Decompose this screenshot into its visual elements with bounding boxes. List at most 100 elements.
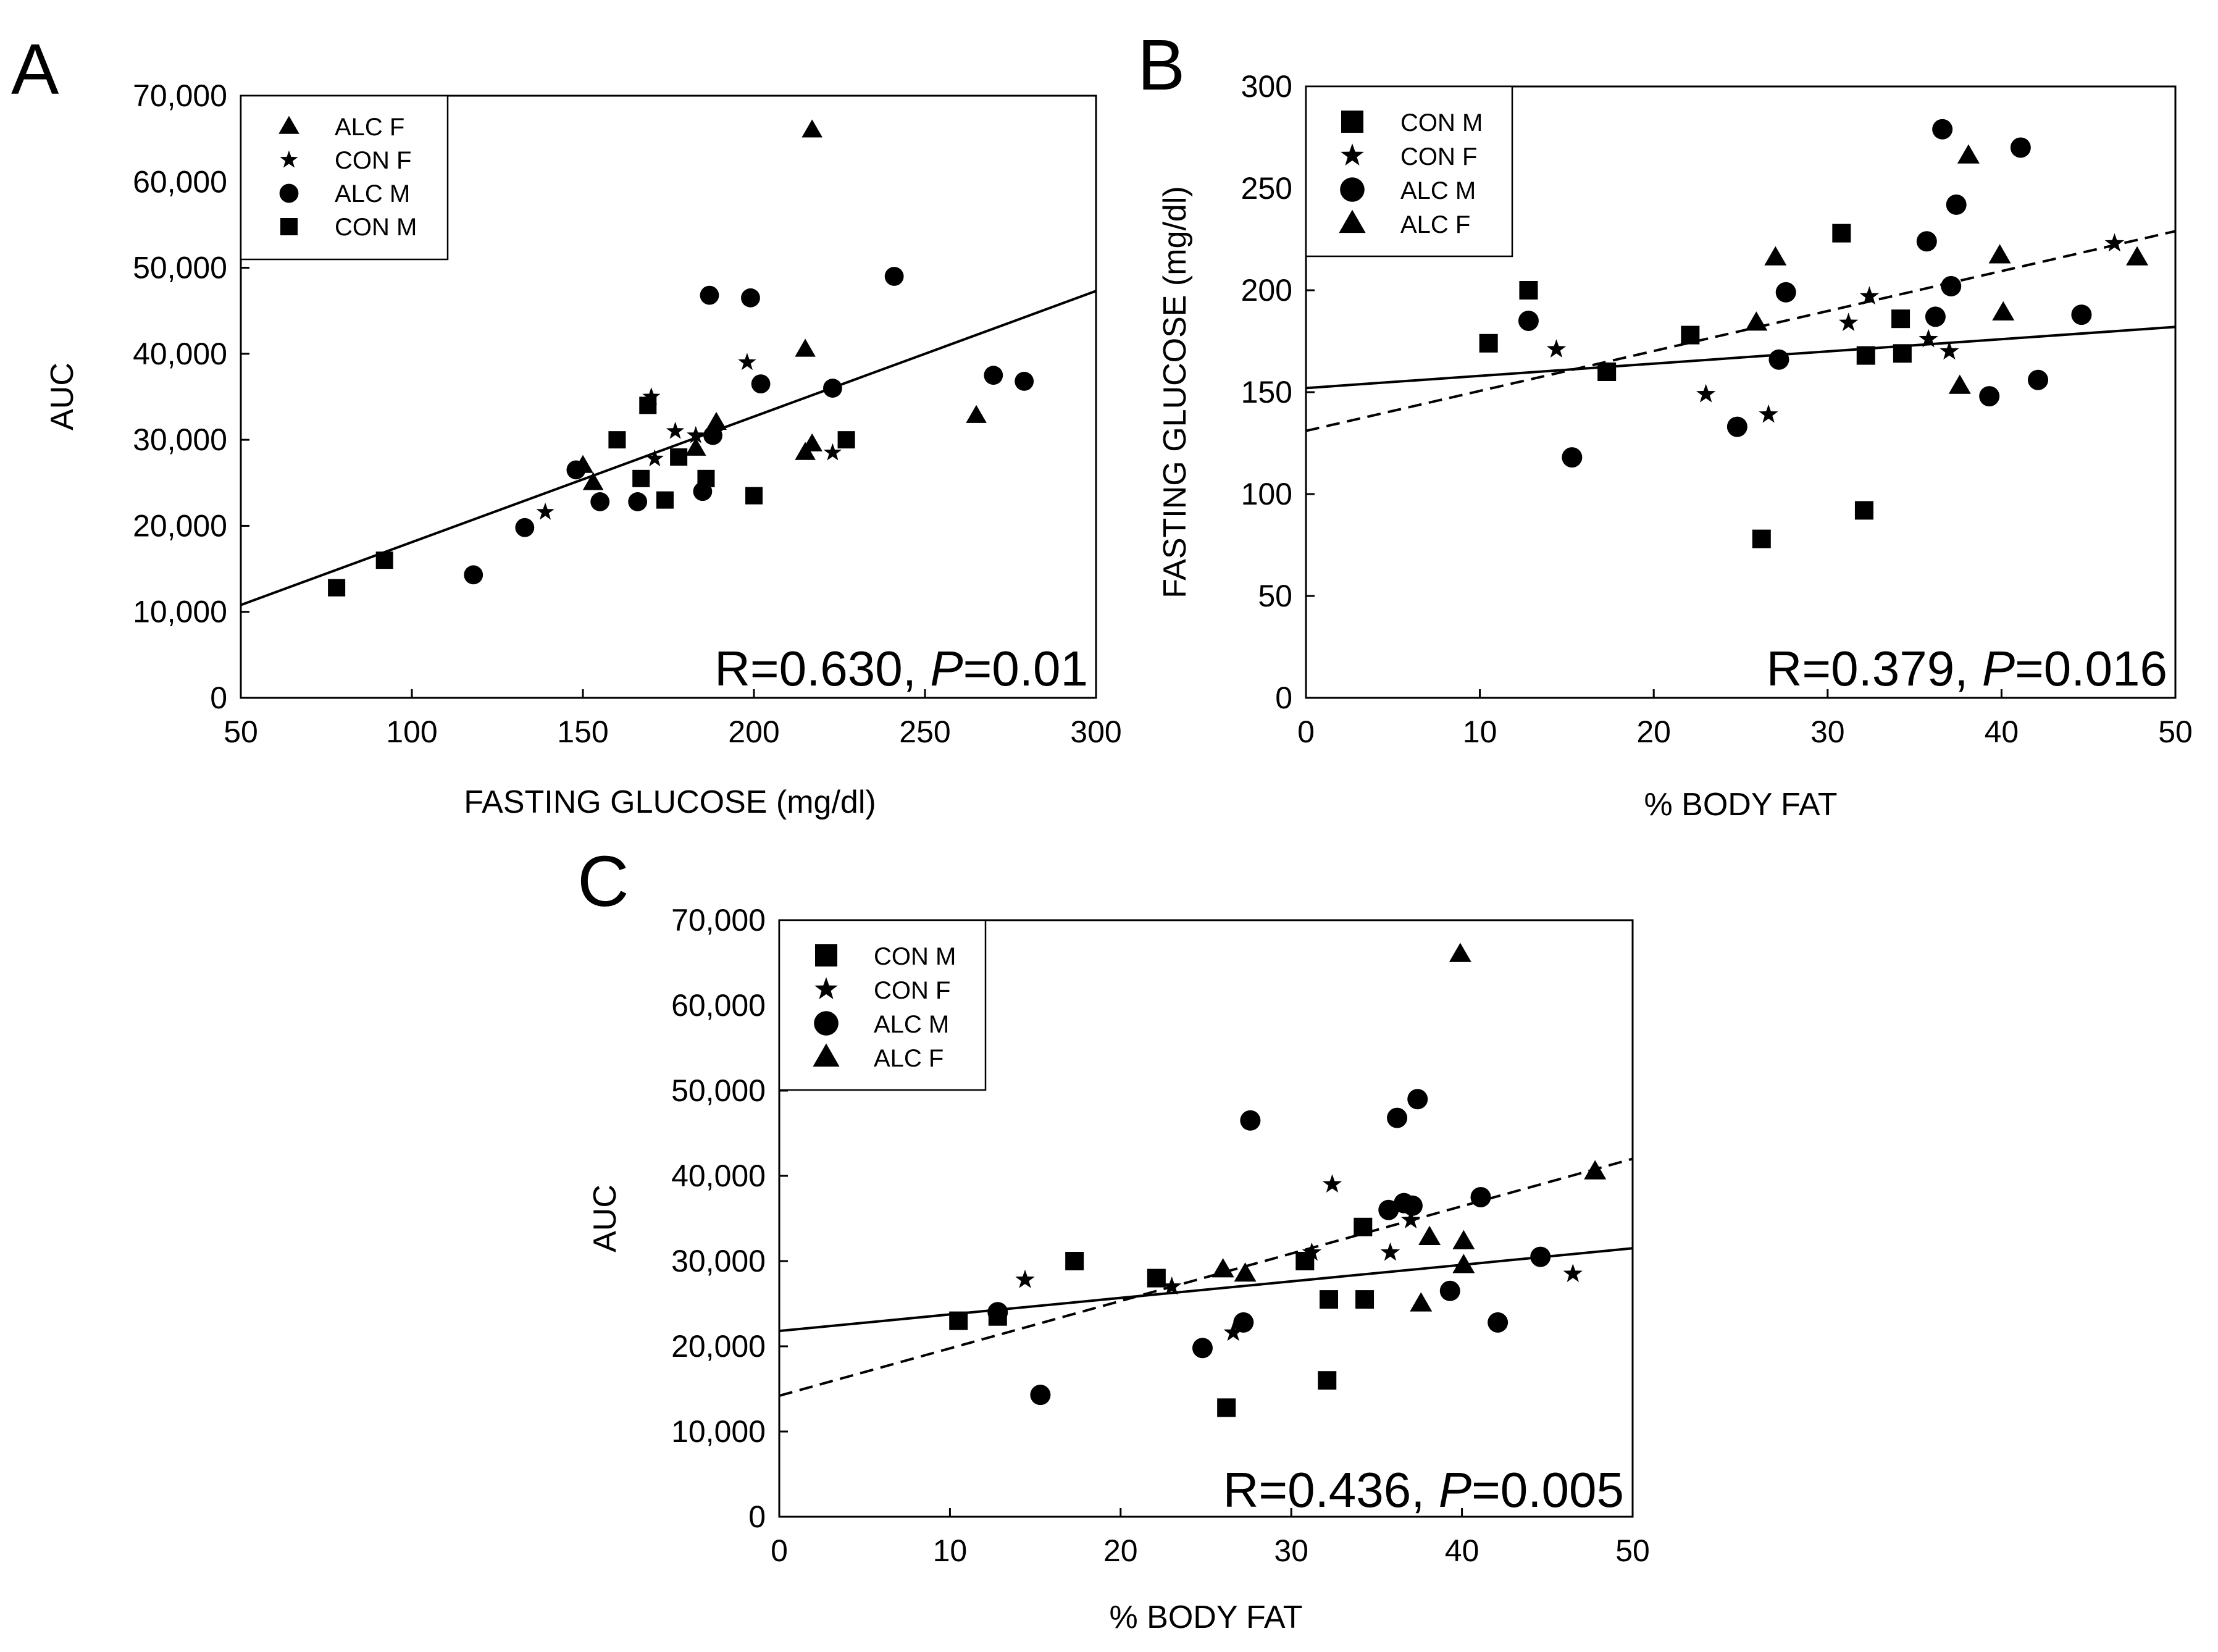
panel-c-point-alc-m: [1470, 1187, 1491, 1207]
panel-b-legend-marker-alc-f: [1339, 209, 1366, 233]
panel-c-y-tick-label: 50,000: [671, 1073, 766, 1108]
panel-c-point-alc-f: [1452, 1254, 1475, 1273]
panel-b-point-alc-f: [2126, 246, 2149, 266]
panel-b-point-con-f: [1546, 339, 1567, 358]
panel-a-p-value: =0.01: [963, 641, 1088, 696]
panel-a-point-con-m: [670, 448, 688, 466]
panel-b-legend-marker-con-f: [1341, 143, 1364, 166]
panel-a-point-alc-m: [823, 379, 842, 398]
panel-a-legend-box: [240, 94, 449, 261]
panel-c-fit-line-dashed: [779, 1157, 1633, 1397]
panel-c-point-con-m: [1065, 1252, 1084, 1270]
panel-c-point-alc-m: [1439, 1280, 1460, 1301]
panel-c-stat-text: R=0.436, P=0.005: [1223, 1462, 1624, 1517]
panel-a-points: [328, 119, 1034, 597]
panel-c-point-con-f: [1015, 1269, 1035, 1288]
panel-c-point-alc-f: [1234, 1262, 1257, 1282]
panel-b-x-tick-label: 0: [1297, 715, 1315, 749]
panel-c-legend-marker-alc-m: [814, 1011, 839, 1036]
panel-b-point-con-m: [1479, 333, 1498, 353]
panel-a-chart: A 0 10,000 20,000 30,000 40,000 50,000 60,000 7…: [11, 29, 1122, 820]
panel-a-stat-text: R=0.630, P=0.01: [714, 641, 1088, 696]
panel-a-point-alc-m: [741, 288, 760, 308]
panel-b-point-alc-m: [1932, 119, 1953, 140]
panel-c-y-tick-label: 0: [748, 1499, 766, 1534]
panel-c-r-value: R=0.436,: [1223, 1462, 1439, 1517]
panel-b-p-value: =0.016: [2015, 641, 2167, 696]
panel-b-point-con-f: [1696, 384, 1716, 403]
panel-c-point-alc-m: [987, 1302, 1008, 1323]
panel-b-point-con-m: [1519, 281, 1538, 300]
panel-b-x-axis-label: % BODY FAT: [1644, 787, 1837, 823]
panel-a-y-axis-label: AUC: [44, 363, 80, 430]
panel-a-y-tick-label: 60,000: [133, 164, 227, 199]
panel-b-legend-marker-alc-m: [1340, 177, 1365, 202]
panel-c-point-con-m: [1147, 1268, 1166, 1288]
panel-b-points: [1479, 119, 2149, 548]
panel-a-point-con-f: [666, 421, 685, 439]
panel-c-point-alc-m: [1192, 1338, 1213, 1359]
panel-b-p-label: P: [1982, 641, 2015, 696]
panel-b-y-tick-label: 250: [1241, 171, 1292, 206]
panel-b-point-alc-f: [1957, 144, 1980, 164]
panel-c-point-alc-m: [1402, 1195, 1423, 1216]
panel-c-x-tick-label: 20: [1103, 1533, 1138, 1568]
panel-b-x-tick-label: 30: [1810, 715, 1845, 749]
panel-c-point-con-f: [1162, 1276, 1182, 1295]
panel-a-y-tick-label: 20,000: [133, 508, 227, 543]
panel-c-point-alc-m: [1407, 1089, 1428, 1110]
panel-c-y-tick-label: 30,000: [671, 1244, 766, 1278]
panel-a-legend: ALC F CON F ALC M CON M: [240, 94, 449, 261]
panel-a-point-con-f: [738, 353, 756, 371]
panel-a-x-tick-label: 300: [1070, 715, 1121, 749]
panel-b-point-con-f: [1919, 329, 1938, 348]
panel-b-legend-label-4: ALC F: [1400, 211, 1470, 238]
panel-b-point-alc-m: [1726, 416, 1747, 437]
panel-a-legend-label-2: CON F: [335, 147, 411, 174]
panel-a-legend-marker-con-f: [280, 150, 298, 168]
panel-a-point-con-m: [608, 431, 626, 449]
panel-a-point-con-m: [837, 431, 855, 449]
panel-b-x-ticks: 0 10 20 30 40 50: [1297, 689, 2193, 749]
panel-c-point-alc-f: [1584, 1160, 1607, 1180]
panel-b-legend-label-2: CON F: [1400, 143, 1477, 170]
panel-c-label: C: [577, 841, 629, 921]
panel-c-point-con-m: [1354, 1217, 1373, 1236]
panel-c-point-alc-m: [1387, 1107, 1408, 1128]
panel-b-point-con-f: [1838, 312, 1859, 332]
panel-a-point-alc-f: [795, 442, 816, 460]
panel-b-point-con-f: [1759, 404, 1778, 423]
panel-a-fit-lines: [240, 290, 1097, 606]
panel-a-point-con-m: [697, 469, 715, 487]
panel-c-x-tick-label: 50: [1615, 1533, 1650, 1568]
panel-b-y-tick-label: 50: [1258, 579, 1292, 613]
panel-a-x-tick-label: 200: [728, 715, 779, 749]
panel-c-y-tick-label: 20,000: [671, 1329, 766, 1364]
panel-b-point-con-m: [1893, 344, 1912, 363]
panel-c-point-con-f: [1401, 1210, 1421, 1229]
panel-b-point-con-m: [1856, 346, 1875, 365]
panel-a-point-con-m: [639, 396, 657, 414]
panel-a-x-tick-label: 50: [224, 715, 258, 749]
panel-a-point-alc-f: [966, 405, 987, 423]
panel-b-point-con-m: [1681, 325, 1700, 345]
panel-c-y-tick-label: 40,000: [671, 1159, 766, 1193]
panel-b-legend-label-1: CON M: [1400, 109, 1483, 136]
panel-a-x-tick-label: 150: [557, 715, 608, 749]
panel-c-point-con-f: [1302, 1242, 1322, 1261]
panel-a-point-con-f: [687, 426, 705, 443]
panel-c-legend-label-1: CON M: [874, 943, 956, 970]
panel-a-y-tick-label: 30,000: [133, 422, 227, 457]
panel-a-point-alc-m: [703, 426, 722, 445]
panel-b-point-alc-m: [2010, 137, 2031, 158]
panel-b-y-tick-label: 300: [1241, 69, 1292, 104]
panel-c-legend-label-4: ALC F: [874, 1045, 944, 1072]
panel-c-point-alc-f: [1410, 1292, 1433, 1312]
panel-a-point-con-m: [375, 551, 393, 569]
panel-c-point-con-m: [1318, 1371, 1337, 1390]
panel-b-point-alc-f: [1764, 246, 1787, 266]
panel-c-point-alc-m: [1488, 1312, 1509, 1333]
panel-c-fit-line-solid: [779, 1247, 1633, 1333]
panel-b-point-alc-m: [1916, 231, 1937, 252]
panel-c-y-tick-label: 70,000: [671, 903, 766, 937]
